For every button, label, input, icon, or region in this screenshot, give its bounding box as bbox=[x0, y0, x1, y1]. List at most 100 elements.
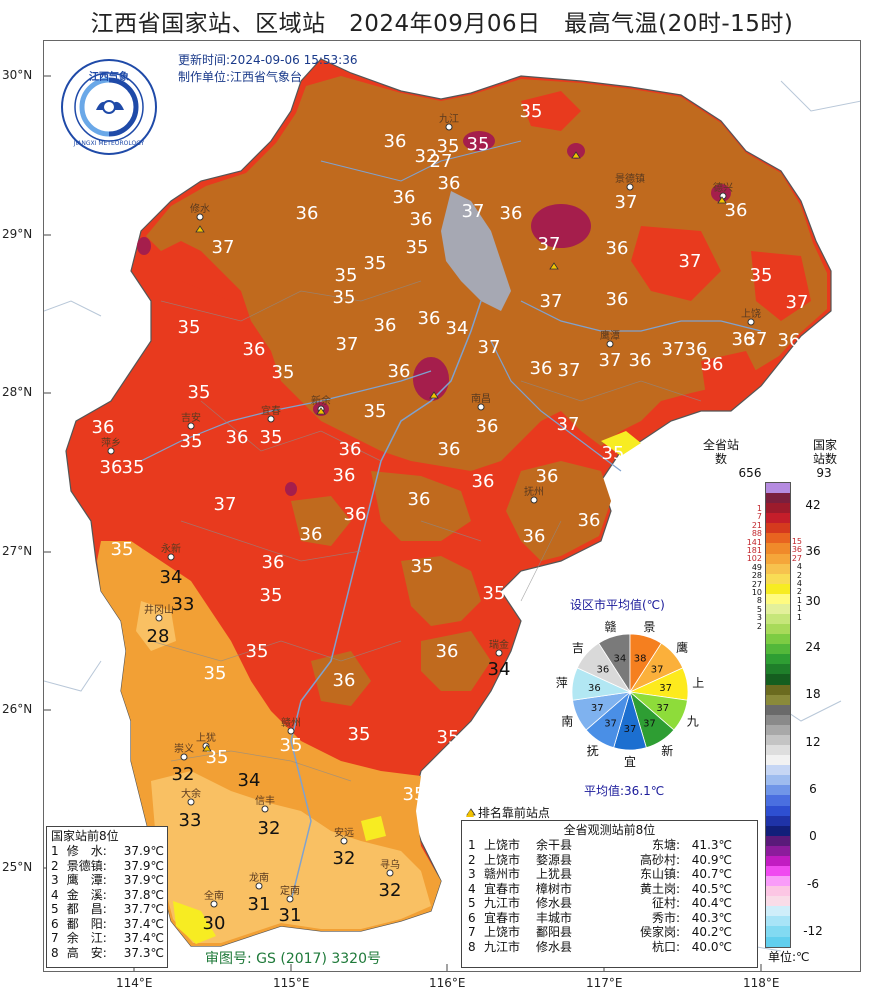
colorbar-swatch bbox=[766, 563, 790, 574]
province-top8-county: 上犹县 bbox=[536, 867, 573, 881]
national-top8-rank: 6 bbox=[51, 916, 59, 931]
colorbar-swatch bbox=[766, 624, 790, 635]
national-top8-row: 5 都 昌: 37.7℃ bbox=[51, 902, 167, 917]
temperature-value-label: 33 bbox=[179, 810, 202, 831]
colorbar-swatch bbox=[766, 755, 790, 766]
temperature-value-label: 36 bbox=[725, 200, 748, 221]
temperature-value-label: 36 bbox=[530, 358, 553, 379]
temperature-value-label: 35 bbox=[437, 727, 460, 748]
colorbar-swatch bbox=[766, 714, 790, 725]
city-name: 鹰潭 bbox=[600, 329, 620, 342]
province-top8-site: 黄土岗: bbox=[639, 881, 680, 896]
lat-label-28: 28°N bbox=[2, 385, 33, 399]
province-top8-rank: 1 bbox=[468, 838, 476, 852]
city-marker: 抚州 bbox=[524, 486, 544, 504]
national-top8-name: 景德镇: bbox=[66, 858, 107, 873]
national-top8-value: 37.7℃ bbox=[123, 902, 164, 916]
city-name: 景德镇 bbox=[615, 172, 645, 185]
temperature-value-label: 35 bbox=[348, 724, 371, 745]
city-name: 赣州 bbox=[281, 716, 301, 729]
temperature-value-label: 37 bbox=[745, 329, 768, 350]
pie-slice-name: 抚 bbox=[587, 744, 599, 758]
colorbar-province-count: 10 bbox=[751, 588, 762, 597]
colorbar-swatch bbox=[766, 503, 790, 514]
colorbar-national-count: 2 bbox=[796, 570, 802, 580]
colorbar-swatch bbox=[766, 775, 790, 786]
city-marker: 九江 bbox=[439, 113, 459, 131]
city-name: 上犹 bbox=[196, 732, 216, 744]
pie-slice-value: 37 bbox=[659, 683, 672, 694]
temperature-value-label: 36 bbox=[523, 526, 546, 547]
city-marker: 宜春 bbox=[261, 404, 281, 423]
city-marker: 萍乡 bbox=[101, 437, 121, 455]
temperature-value-label: 36 bbox=[732, 329, 755, 350]
province-top8-site: 侯家岗: bbox=[639, 925, 680, 939]
colorbar-swatch bbox=[766, 614, 790, 625]
national-top8-rank: 3 bbox=[51, 873, 59, 887]
pie-slice-value: 37 bbox=[643, 718, 656, 729]
colorbar-swatch bbox=[766, 674, 790, 685]
city-marker: 瑞金 bbox=[489, 638, 509, 657]
colorbar-swatch bbox=[766, 553, 790, 564]
colorbar-national-count: 15 bbox=[791, 537, 802, 546]
province-top8-title: 全省观测站前8位 bbox=[563, 823, 656, 837]
province-top8-city: 九江市 bbox=[484, 896, 521, 910]
map-frame: 修水 九江 景德镇 德兴 南昌 宜春 新余 萍乡 抚州 上饶 鹰潭 吉安 永新 井冈山 赣州 上犹 瑞金 大余 信丰… bbox=[43, 40, 861, 972]
temperature-value-label: 34 bbox=[446, 318, 469, 339]
colorbar-tick-label: 6 bbox=[809, 782, 817, 796]
city-name: 龙南 bbox=[249, 871, 269, 884]
producer: 制作单位:江西省气象台 bbox=[178, 70, 303, 84]
colorbar-swatch bbox=[766, 513, 790, 524]
pie-slice-value: 37 bbox=[651, 664, 664, 675]
colorbar-province-count: 21 bbox=[751, 520, 762, 530]
province-top8-city: 上饶市 bbox=[484, 852, 521, 867]
city-name: 九江 bbox=[439, 113, 459, 125]
colorbar-swatch bbox=[766, 523, 790, 534]
temperature-value-label: 35 bbox=[122, 457, 145, 478]
temperature-value-label: 37 bbox=[557, 414, 580, 435]
colorbar-tick-label: -12 bbox=[803, 924, 823, 938]
temperature-value-label: 36 bbox=[500, 203, 523, 224]
province-top8-city: 上饶市 bbox=[484, 925, 521, 939]
national-top8-rank: 7 bbox=[51, 931, 59, 945]
city-dot bbox=[196, 213, 204, 221]
colorbar-national-label: 国家站数 bbox=[812, 438, 837, 466]
temperature-value-label: 36 bbox=[262, 552, 285, 573]
temperature-value-label: 37 bbox=[786, 292, 809, 313]
province-top8-site: 杭口: bbox=[651, 939, 680, 954]
province-top8-rank: 5 bbox=[468, 896, 476, 910]
national-top8-name: 余 江: bbox=[66, 931, 107, 945]
temperature-value-label: 36 bbox=[536, 466, 559, 487]
national-top8-name: 鹰 潭: bbox=[66, 873, 107, 887]
temperature-value-label: 35 bbox=[206, 747, 229, 768]
temperature-value-label: 36 bbox=[226, 427, 249, 448]
colorbar-tick-label: 30 bbox=[805, 594, 821, 608]
city-dot bbox=[187, 422, 195, 430]
city-name: 寻乌 bbox=[380, 858, 400, 871]
national-top8-row: 7 余 江: 37.4℃ bbox=[51, 931, 167, 946]
national-top8-value: 37.8℃ bbox=[123, 887, 164, 902]
temperature-value-label: 37 bbox=[662, 339, 685, 360]
temperature-value-label: 37 bbox=[540, 291, 563, 312]
temperature-value-label: 36 bbox=[578, 510, 601, 531]
colorbar-swatch bbox=[766, 765, 790, 776]
colorbar-unit: 单位:℃ bbox=[768, 950, 810, 964]
temperature-value-label: 36 bbox=[388, 361, 411, 382]
temperature-value-label: 35 bbox=[260, 585, 283, 606]
colorbar-national-count: 4 bbox=[796, 579, 802, 588]
temperature-value-label: 33 bbox=[172, 594, 195, 615]
temperature-value-label: 36 bbox=[243, 339, 266, 360]
colorbar-swatch bbox=[766, 815, 790, 826]
temperature-value-label: 35 bbox=[272, 362, 295, 383]
colorbar-swatch bbox=[766, 926, 790, 937]
temperature-value-label: 36 bbox=[778, 330, 801, 351]
lon-label-116: 116°E bbox=[429, 976, 466, 990]
province-top8-row: 7 上饶市 鄱阳县 侯家岗: 40.2℃ bbox=[468, 925, 757, 940]
temperature-value-label: 30 bbox=[203, 913, 226, 934]
temperature-value-label: 37 bbox=[599, 350, 622, 371]
colorbar-province-count: 88 bbox=[751, 529, 762, 539]
colorbar-tick-label: 0 bbox=[809, 829, 817, 843]
city-dot bbox=[286, 895, 294, 903]
pie-slice-name: 上 bbox=[692, 676, 704, 690]
province-top8-value: 40.4℃ bbox=[691, 896, 732, 910]
